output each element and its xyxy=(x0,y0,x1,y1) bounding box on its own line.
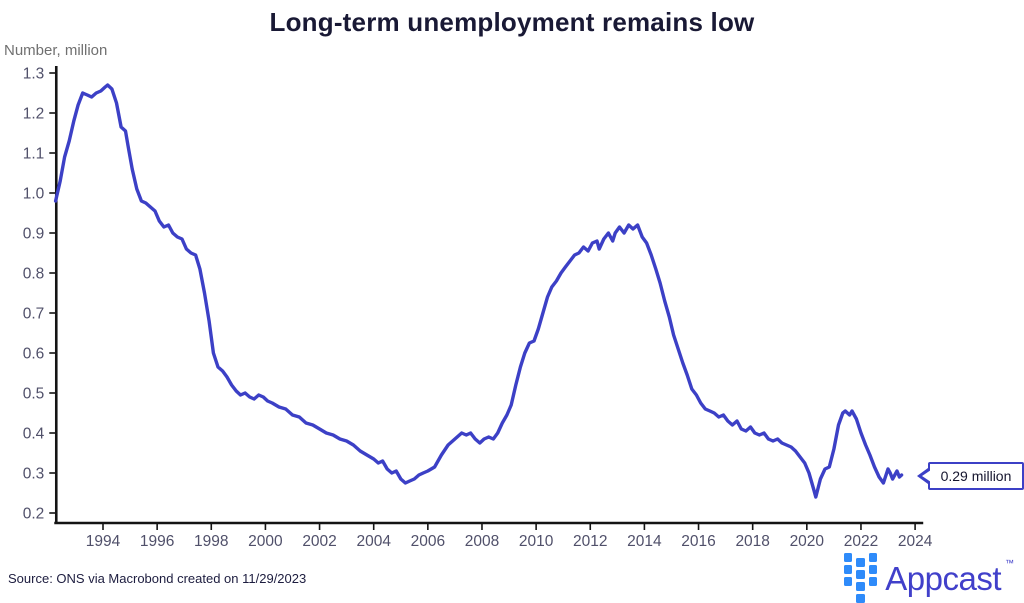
x-tick-label: 2022 xyxy=(844,533,878,550)
x-tick-label: 1998 xyxy=(194,533,228,550)
x-tick-label: 2020 xyxy=(790,533,825,550)
x-tick-label: 2024 xyxy=(898,533,933,550)
y-tick-label: 0.5 xyxy=(23,386,45,403)
icon-column-middle xyxy=(856,558,865,603)
x-tick-label: 2010 xyxy=(519,533,554,550)
appcast-logo: Appcast ™ xyxy=(843,553,1014,603)
y-tick-label: 0.8 xyxy=(23,266,45,283)
x-tick-label: 2012 xyxy=(573,533,607,550)
trademark-symbol: ™ xyxy=(1005,558,1014,568)
y-tick-label: 0.7 xyxy=(23,306,45,323)
y-tick-label: 1.3 xyxy=(23,66,45,83)
y-tick-label: 0.2 xyxy=(23,506,45,523)
chart-title: Long-term unemployment remains low xyxy=(269,7,755,37)
x-tick-label: 2008 xyxy=(465,533,499,550)
icon-column-right xyxy=(868,553,878,586)
y-tick-label: 0.6 xyxy=(23,346,45,363)
x-tick-label: 2004 xyxy=(356,533,391,550)
x-tick-label: 2006 xyxy=(411,533,445,550)
appcast-squares-icon xyxy=(843,553,878,603)
unemployment-line-series xyxy=(53,83,904,499)
x-tick-label: 2000 xyxy=(248,533,283,550)
x-tick-label: 2002 xyxy=(302,533,336,550)
source-note: Source: ONS via Macrobond created on 11/… xyxy=(8,571,307,586)
x-tick-label: 2018 xyxy=(735,533,769,550)
y-tick-label: 1.2 xyxy=(23,106,45,123)
y-axis-unit-label: Number, million xyxy=(4,42,108,59)
y-tick-label: 0.4 xyxy=(23,426,45,443)
x-tick-label: 1994 xyxy=(86,533,121,550)
x-tick-label: 2016 xyxy=(681,533,715,550)
y-tick-label: 1.1 xyxy=(23,146,45,163)
y-tick-label: 0.9 xyxy=(23,226,45,243)
x-tick-label: 1996 xyxy=(140,533,174,550)
y-tick-label: 0.3 xyxy=(23,466,45,483)
appcast-wordmark: Appcast xyxy=(885,559,1001,597)
x-tick-label: 2014 xyxy=(627,533,662,550)
icon-column-left xyxy=(843,553,853,586)
value-callout: 0.29 million xyxy=(916,462,1024,490)
y-tick-label: 1.0 xyxy=(23,186,45,203)
value-callout-text: 0.29 million xyxy=(940,468,1012,484)
